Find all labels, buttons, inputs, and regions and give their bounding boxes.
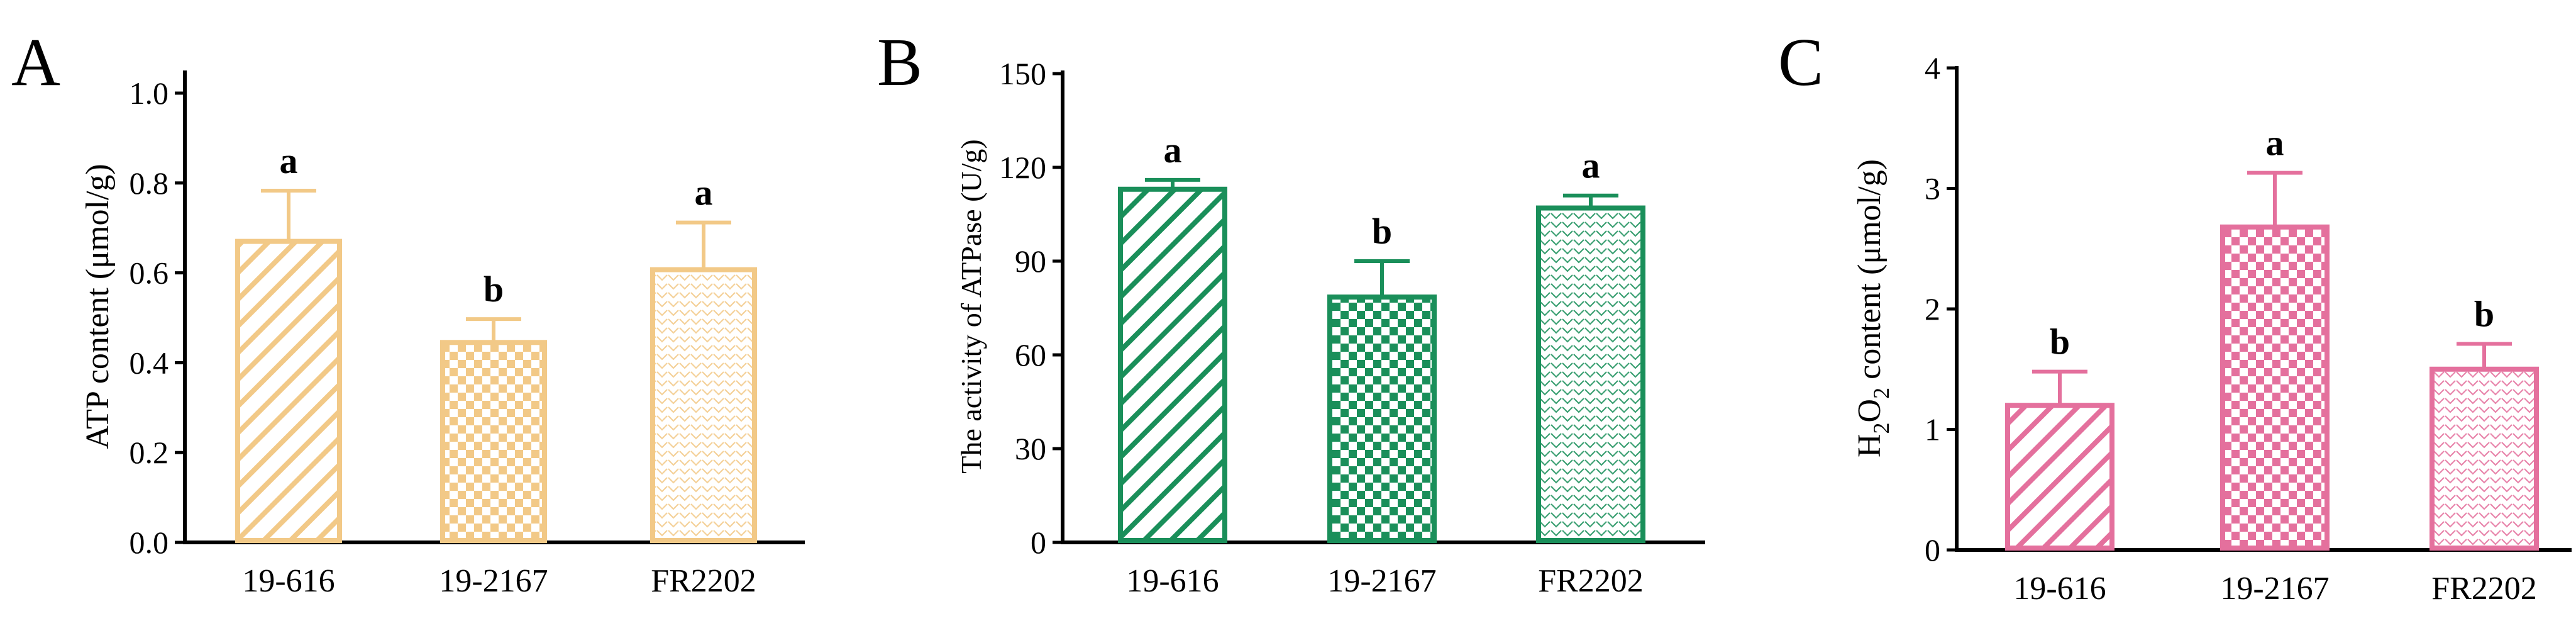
x-tick-label: 19-2167 (1327, 563, 1436, 599)
bar (1118, 186, 1227, 543)
y-tick-label: 120 (999, 150, 1046, 185)
x-tick-label: 19-2167 (439, 563, 548, 599)
x-tick-label: FR2202 (2431, 571, 2537, 607)
y-axis-title: ATP content (μmol/g) (80, 164, 116, 449)
bar (1327, 294, 1437, 543)
panel-a: A ATP content (μmol/g) 19-616 19-2167 FR… (11, 25, 805, 599)
y-tick-label: 2 (1925, 291, 1940, 327)
bar (2005, 403, 2114, 551)
plot-area: 0 30 60 90 120 150 a b a (999, 56, 1645, 560)
y-tick-label: 90 (1015, 244, 1046, 279)
x-tick-label: 19-616 (1126, 563, 1219, 599)
x-tick-label: 19-2167 (2220, 571, 2329, 607)
y-tick-label: 0.0 (130, 525, 169, 560)
y-tick-label: 1 (1925, 412, 1940, 447)
significance-letter: b (1372, 211, 1392, 252)
bar (2430, 366, 2539, 551)
y-tick-label: 60 (1015, 337, 1046, 373)
panel-label: B (877, 25, 922, 100)
significance-letter: b (2050, 322, 2070, 362)
y-tick-label: 4 (1925, 50, 1940, 86)
significance-letter: a (1582, 145, 1600, 186)
y-tick-label: 0 (1031, 525, 1046, 560)
y-tick-label: 30 (1015, 431, 1046, 466)
y-tick-label: 3 (1925, 171, 1940, 206)
significance-letter: b (2474, 294, 2494, 335)
panel-label: A (11, 25, 60, 100)
significance-letter: a (695, 172, 713, 213)
x-tick-label: 19-616 (242, 563, 334, 599)
panel-c: C H2O2 content (μmol/g) 19-616 19-2167 F… (1778, 25, 2572, 607)
bar (1536, 205, 1645, 544)
bar (650, 267, 757, 543)
y-tick-label: 0 (1925, 532, 1940, 568)
y-tick-label: 150 (999, 56, 1046, 91)
significance-letter: b (484, 269, 504, 310)
y-tick-label: 0.6 (130, 255, 169, 291)
y-axis-title: H2O2 content (μmol/g) (1852, 159, 1894, 457)
y-tick-label: 1.0 (130, 76, 169, 111)
y-tick-label: 0.2 (130, 435, 169, 470)
x-tick-label: FR2202 (651, 563, 756, 599)
y-tick-label: 0.8 (130, 165, 169, 201)
panel-label: C (1778, 25, 1823, 100)
bar (2220, 224, 2330, 551)
x-tick-label: FR2202 (1538, 563, 1644, 599)
panel-b: B The activity of ATPase (U/g) 19-616 19… (877, 25, 1705, 599)
plot-area: 0.0 0.2 0.4 0.6 0.8 1.0 a b a (130, 76, 757, 560)
x-tick-label: 19-616 (2013, 571, 2106, 607)
plot-area: 0 1 2 3 4 b a b (1925, 50, 2539, 568)
bar (235, 238, 342, 543)
y-axis-title: The activity of ATPase (U/g) (955, 139, 987, 473)
significance-letter: a (1164, 130, 1182, 171)
significance-letter: a (280, 140, 298, 181)
y-tick-label: 0.4 (130, 345, 169, 380)
significance-letter: a (2266, 123, 2284, 164)
bar (440, 340, 547, 544)
